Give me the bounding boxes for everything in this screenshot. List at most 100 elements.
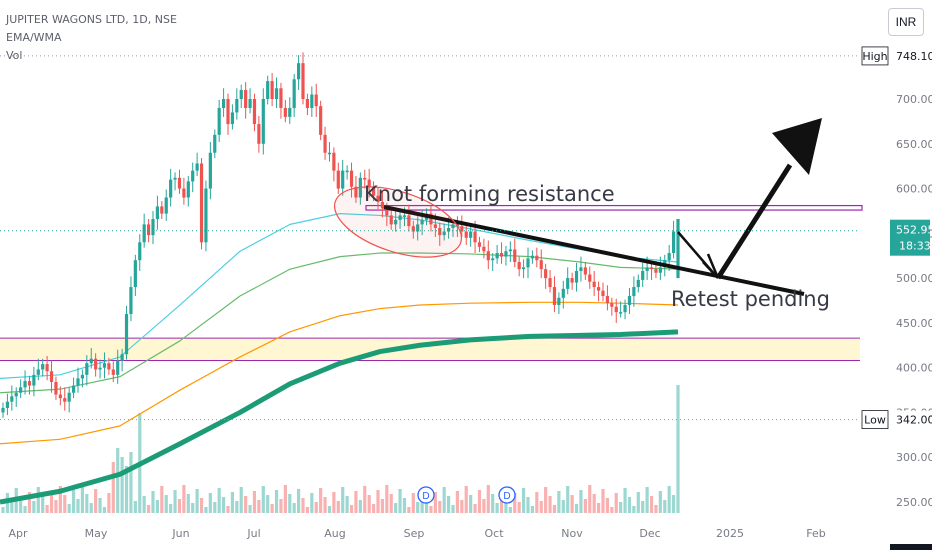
- volume-bar: [380, 499, 385, 513]
- dividend-marker: [498, 486, 516, 504]
- volume-bar: [632, 506, 636, 513]
- candle-body: [164, 197, 168, 214]
- candle-body: [124, 313, 129, 355]
- candle-body: [292, 79, 296, 108]
- candle-body: [371, 186, 376, 196]
- breakout-arrowhead: [772, 118, 822, 175]
- candle-body: [71, 385, 76, 393]
- volume-bar: [41, 496, 45, 513]
- volume-bar: [552, 505, 557, 513]
- volume-bar: [442, 487, 446, 513]
- volume-bar: [491, 494, 495, 513]
- volume-bar: [45, 505, 49, 513]
- candle-body: [394, 219, 398, 225]
- candle-body: [151, 219, 155, 236]
- y-tick-label: 450.00: [896, 317, 932, 330]
- candle-body: [345, 170, 349, 173]
- volume-bar: [367, 495, 371, 513]
- candle-body: [367, 179, 371, 187]
- candle-body: [221, 99, 226, 108]
- price-axis: 250.00300.00350.00400.00450.00500.00550.…: [861, 46, 932, 550]
- volume-bar: [36, 487, 40, 513]
- candle-body: [182, 188, 186, 198]
- volume-bar: [27, 492, 32, 513]
- volume-bar: [301, 498, 305, 513]
- volume-bar: [226, 506, 230, 513]
- volume-bar: [102, 507, 107, 513]
- volume-bar: [416, 502, 420, 513]
- volume-bar: [169, 504, 173, 513]
- y-tick-label: 300.00: [896, 451, 932, 464]
- volume-bar: [89, 503, 93, 513]
- volume-bars: [1, 385, 680, 513]
- candle-body: [658, 267, 662, 273]
- volume-bar: [252, 491, 257, 513]
- ema-orange-line: [0, 301, 679, 445]
- y-tick-label: 600.00: [896, 183, 932, 196]
- volume-label[interactable]: Vol: [6, 49, 23, 62]
- volume-bar: [579, 490, 583, 513]
- candle-body: [195, 163, 199, 171]
- support-zone-group: [0, 204, 863, 362]
- volume-bar: [217, 488, 221, 513]
- candle-body: [76, 378, 80, 386]
- candle-body: [380, 201, 385, 209]
- volume-bar: [49, 491, 54, 513]
- candle-body: [27, 381, 32, 386]
- volume-bar: [10, 502, 14, 513]
- candle-body: [420, 219, 424, 225]
- volume-bar: [605, 498, 610, 513]
- candle-body: [10, 396, 14, 402]
- candle-body: [557, 297, 561, 305]
- volume-bar: [341, 487, 345, 513]
- candle-body: [521, 267, 526, 270]
- candle-body: [486, 251, 490, 261]
- volume-bar: [177, 499, 182, 513]
- candle-body: [363, 177, 367, 180]
- candle-body: [244, 90, 248, 108]
- candle-body: [548, 278, 552, 288]
- candle-body: [63, 398, 67, 402]
- volume-bar: [561, 500, 565, 513]
- volume-bar: [641, 501, 645, 513]
- volume-bar: [517, 502, 521, 513]
- candle-body: [438, 227, 442, 236]
- currency-button[interactable]: INR: [888, 8, 924, 36]
- volume-bar: [588, 485, 592, 513]
- volume-bar: [513, 493, 517, 513]
- candle-body: [513, 249, 517, 262]
- candle-body: [94, 358, 98, 370]
- volume-bar: [111, 462, 115, 513]
- candle-body: [19, 387, 23, 393]
- candle-body: [177, 177, 182, 189]
- candle-body: [526, 258, 530, 268]
- volume-bar: [288, 494, 292, 513]
- volume-bar: [438, 501, 442, 513]
- candle-body: [596, 287, 601, 291]
- volume-bar: [433, 492, 437, 513]
- time-axis: Apr May Jun Jul Aug Sep Oct Nov Dec 2025 Feb: [8, 527, 825, 540]
- x-tick-label: Oct: [484, 527, 504, 540]
- volume-bar: [676, 385, 680, 513]
- volume-bar: [363, 486, 367, 513]
- candle-body: [349, 170, 354, 187]
- candle-body: [89, 358, 93, 364]
- volume-bar: [539, 501, 543, 513]
- x-tick-label: Dec: [639, 527, 660, 540]
- candle-body: [67, 392, 71, 402]
- candle-body: [208, 152, 212, 189]
- candle-body: [636, 279, 640, 288]
- indicator-label[interactable]: EMA/WMA: [6, 31, 62, 44]
- volume-bar: [314, 502, 318, 513]
- volume-bar: [67, 504, 71, 513]
- volume-bar: [671, 495, 676, 513]
- candle-body: [23, 381, 27, 388]
- candle-body: [173, 177, 177, 180]
- candle-body: [473, 231, 477, 243]
- volume-bar: [663, 500, 667, 513]
- volume-bar: [394, 503, 398, 513]
- candle-body: [142, 224, 146, 243]
- volume-bar: [407, 507, 411, 513]
- volume-bar: [85, 494, 89, 513]
